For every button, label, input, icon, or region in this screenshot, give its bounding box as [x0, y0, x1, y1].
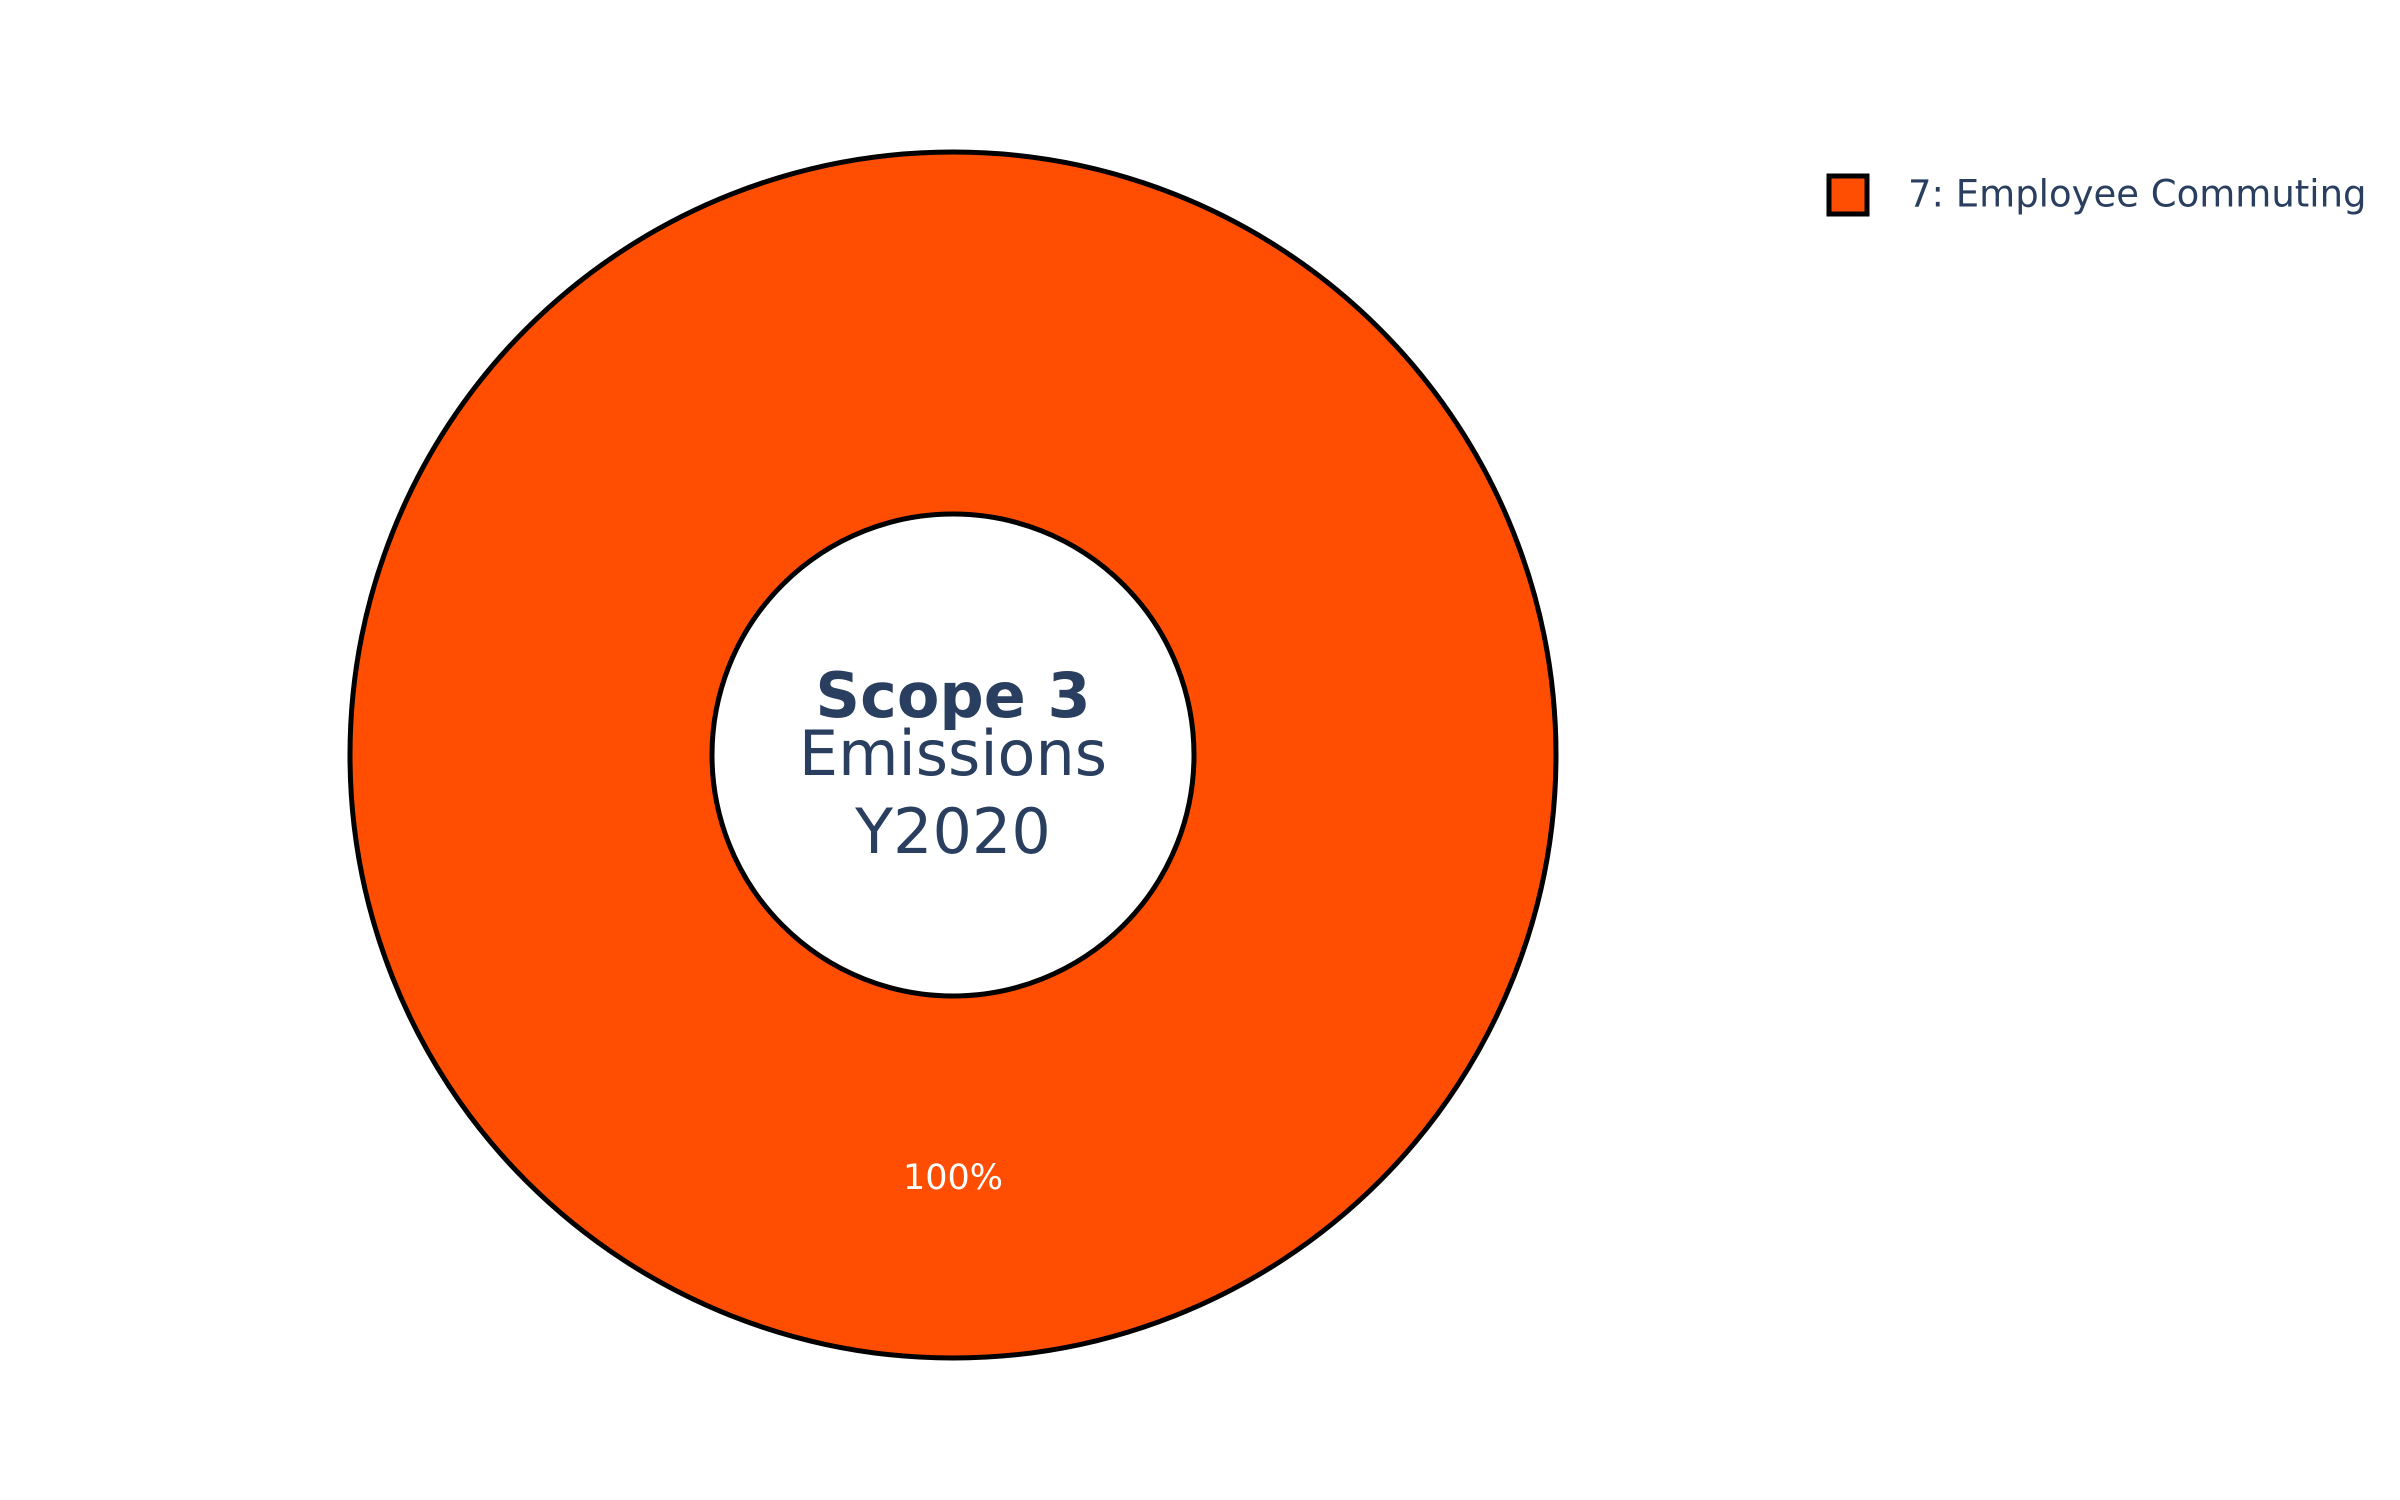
donut-hole: [709, 511, 1197, 999]
center-title: Scope 3: [815, 659, 1090, 732]
legend-swatch: [1826, 173, 1870, 217]
legend: 7: Employee Commuting: [1826, 173, 2367, 217]
donut-plot-area: Scope 3 Emissions Y2020 100%: [347, 149, 1559, 1361]
center-subtitle-line2: Y2020: [854, 795, 1051, 868]
slice-percent-label: 100%: [903, 1158, 1003, 1198]
legend-label: 7: Employee Commuting: [1908, 173, 2367, 216]
legend-item-employee-commuting[interactable]: 7: Employee Commuting: [1826, 173, 2367, 217]
center-subtitle-line1: Emissions: [799, 717, 1107, 790]
